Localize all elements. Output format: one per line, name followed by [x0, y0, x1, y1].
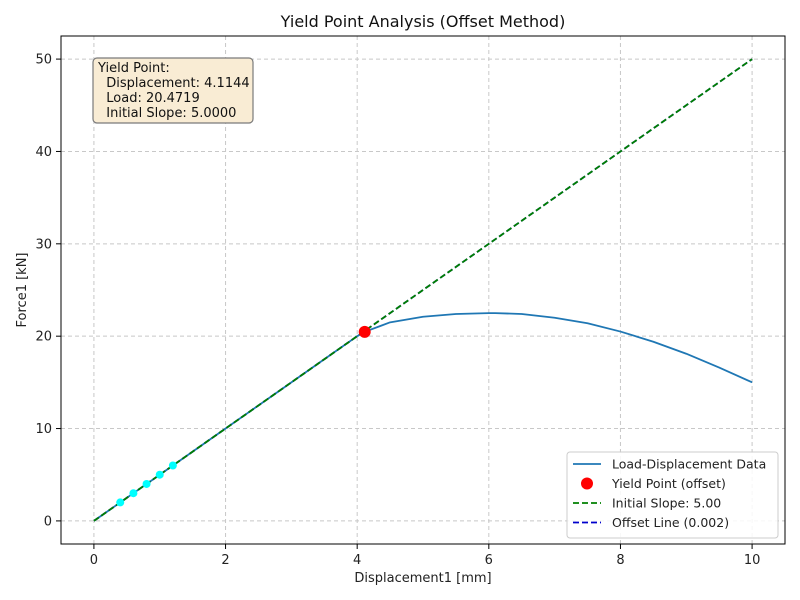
legend-swatch-point	[581, 477, 593, 490]
plot-frame	[60, 35, 786, 545]
x-tick-label: 0	[90, 553, 98, 568]
annotation-box	[92, 57, 254, 124]
y-axis-label: Force1 [kN]	[15, 253, 30, 328]
axis-ticks: 0 2 4 6 8 10 0 10 20 30 40 50	[35, 53, 760, 568]
yield-point-marker	[358, 325, 371, 338]
y-tick-label: 0	[44, 514, 52, 529]
x-tick-label: 4	[353, 553, 361, 568]
legend-label: Initial Slope: 5.00	[612, 496, 721, 511]
fit-point-marker	[155, 470, 164, 479]
legend-box	[566, 451, 779, 539]
fit-point-marker	[168, 461, 177, 470]
x-tick-label: 2	[221, 553, 229, 568]
fit-point-marker	[129, 489, 138, 498]
annotation-line: Load: 20.4719	[98, 91, 200, 106]
legend-label: Offset Line (0.002)	[612, 515, 729, 530]
x-tick-label: 10	[744, 553, 761, 568]
y-tick-label: 20	[35, 330, 52, 345]
y-tick-label: 40	[35, 145, 52, 160]
fit-point-marker	[142, 479, 151, 488]
legend: Load-Displacement Data Yield Point (offse…	[566, 451, 779, 539]
annotation-line: Initial Slope: 5.0000	[98, 106, 236, 121]
legend-label: Yield Point (offset)	[611, 476, 726, 491]
y-tick-label: 30	[35, 237, 52, 252]
plot-area	[93, 58, 753, 522]
fit-point-marker	[116, 498, 125, 507]
annotation-line: Yield Point:	[97, 61, 170, 76]
y-tick-label: 50	[35, 53, 52, 68]
chart-title: Yield Point Analysis (Offset Method)	[280, 12, 566, 31]
annotation-line: Displacement: 4.1144	[98, 76, 250, 91]
legend-label: Load-Displacement Data	[612, 457, 766, 472]
initial-slope-line	[93, 58, 753, 522]
x-tick-label: 6	[485, 553, 493, 568]
y-tick-label: 10	[35, 422, 52, 437]
x-axis-label: Displacement1 [mm]	[354, 571, 491, 586]
x-tick-label: 8	[616, 553, 624, 568]
yield-annotation: Yield Point: Displacement: 4.1144 Load: …	[92, 57, 254, 124]
